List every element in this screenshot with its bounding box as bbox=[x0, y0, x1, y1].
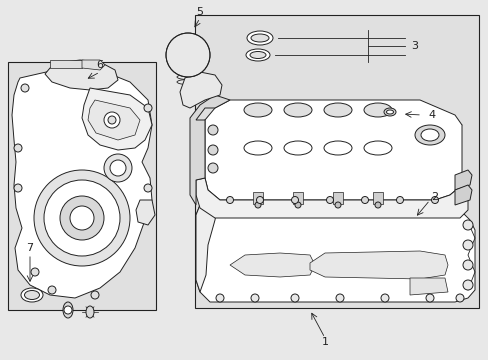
Bar bbox=[292, 192, 303, 204]
Polygon shape bbox=[204, 100, 461, 200]
Circle shape bbox=[34, 170, 130, 266]
Polygon shape bbox=[12, 68, 152, 298]
Circle shape bbox=[254, 202, 261, 208]
Circle shape bbox=[60, 196, 104, 240]
Text: 6: 6 bbox=[96, 60, 103, 70]
Circle shape bbox=[108, 116, 116, 124]
Polygon shape bbox=[45, 60, 118, 90]
Circle shape bbox=[396, 197, 403, 203]
Polygon shape bbox=[50, 60, 82, 68]
Circle shape bbox=[462, 220, 472, 230]
Ellipse shape bbox=[284, 141, 311, 155]
Circle shape bbox=[425, 294, 433, 302]
Ellipse shape bbox=[245, 49, 269, 61]
Bar bbox=[252, 192, 263, 204]
Polygon shape bbox=[229, 253, 314, 277]
Ellipse shape bbox=[363, 103, 391, 117]
Circle shape bbox=[14, 184, 22, 192]
Bar bbox=[195, 15, 478, 308]
Circle shape bbox=[326, 197, 333, 203]
Polygon shape bbox=[190, 95, 229, 205]
Circle shape bbox=[207, 145, 218, 155]
Ellipse shape bbox=[63, 302, 73, 318]
Bar bbox=[372, 192, 382, 204]
Text: 2: 2 bbox=[430, 192, 438, 202]
Ellipse shape bbox=[386, 110, 393, 114]
Polygon shape bbox=[180, 72, 222, 108]
Circle shape bbox=[380, 294, 388, 302]
Polygon shape bbox=[196, 178, 467, 218]
Polygon shape bbox=[82, 88, 152, 150]
Circle shape bbox=[290, 294, 298, 302]
Circle shape bbox=[104, 112, 120, 128]
Ellipse shape bbox=[244, 141, 271, 155]
Polygon shape bbox=[409, 278, 447, 295]
Circle shape bbox=[64, 306, 72, 314]
Circle shape bbox=[226, 197, 233, 203]
Ellipse shape bbox=[246, 31, 272, 45]
Circle shape bbox=[21, 84, 29, 92]
Circle shape bbox=[207, 163, 218, 173]
Ellipse shape bbox=[173, 58, 203, 68]
Ellipse shape bbox=[420, 129, 438, 141]
Circle shape bbox=[143, 104, 152, 112]
Polygon shape bbox=[454, 185, 471, 205]
Ellipse shape bbox=[249, 51, 265, 59]
Bar bbox=[8, 62, 156, 310]
Text: 1: 1 bbox=[321, 337, 328, 347]
Circle shape bbox=[455, 294, 463, 302]
Circle shape bbox=[48, 286, 56, 294]
Circle shape bbox=[110, 160, 126, 176]
Ellipse shape bbox=[383, 108, 395, 116]
Polygon shape bbox=[196, 195, 218, 292]
Circle shape bbox=[216, 294, 224, 302]
Circle shape bbox=[250, 294, 259, 302]
Circle shape bbox=[361, 197, 368, 203]
Circle shape bbox=[374, 202, 380, 208]
Polygon shape bbox=[88, 100, 140, 140]
Circle shape bbox=[143, 184, 152, 192]
Circle shape bbox=[462, 280, 472, 290]
Ellipse shape bbox=[250, 34, 268, 42]
Circle shape bbox=[104, 154, 132, 182]
Polygon shape bbox=[196, 195, 474, 302]
Ellipse shape bbox=[284, 103, 311, 117]
Ellipse shape bbox=[244, 103, 271, 117]
Text: 7: 7 bbox=[26, 243, 34, 253]
Ellipse shape bbox=[363, 141, 391, 155]
Text: 5: 5 bbox=[196, 7, 203, 17]
Ellipse shape bbox=[86, 306, 94, 318]
Ellipse shape bbox=[24, 291, 40, 300]
Circle shape bbox=[294, 202, 301, 208]
Circle shape bbox=[207, 125, 218, 135]
Circle shape bbox=[334, 202, 340, 208]
Circle shape bbox=[31, 268, 39, 276]
Text: 3: 3 bbox=[411, 41, 418, 51]
Circle shape bbox=[14, 144, 22, 152]
Circle shape bbox=[291, 197, 298, 203]
Bar bbox=[332, 192, 342, 204]
Circle shape bbox=[256, 197, 263, 203]
Polygon shape bbox=[309, 251, 447, 279]
Ellipse shape bbox=[414, 125, 444, 145]
Polygon shape bbox=[82, 60, 105, 70]
Circle shape bbox=[70, 206, 94, 230]
Ellipse shape bbox=[21, 288, 43, 302]
Circle shape bbox=[462, 240, 472, 250]
Circle shape bbox=[165, 33, 209, 77]
Circle shape bbox=[462, 260, 472, 270]
Ellipse shape bbox=[324, 141, 351, 155]
Text: 4: 4 bbox=[427, 110, 435, 120]
Polygon shape bbox=[454, 170, 471, 190]
Circle shape bbox=[44, 180, 120, 256]
Circle shape bbox=[335, 294, 343, 302]
Polygon shape bbox=[136, 200, 155, 225]
Ellipse shape bbox=[324, 103, 351, 117]
Circle shape bbox=[91, 291, 99, 299]
Circle shape bbox=[430, 197, 438, 203]
